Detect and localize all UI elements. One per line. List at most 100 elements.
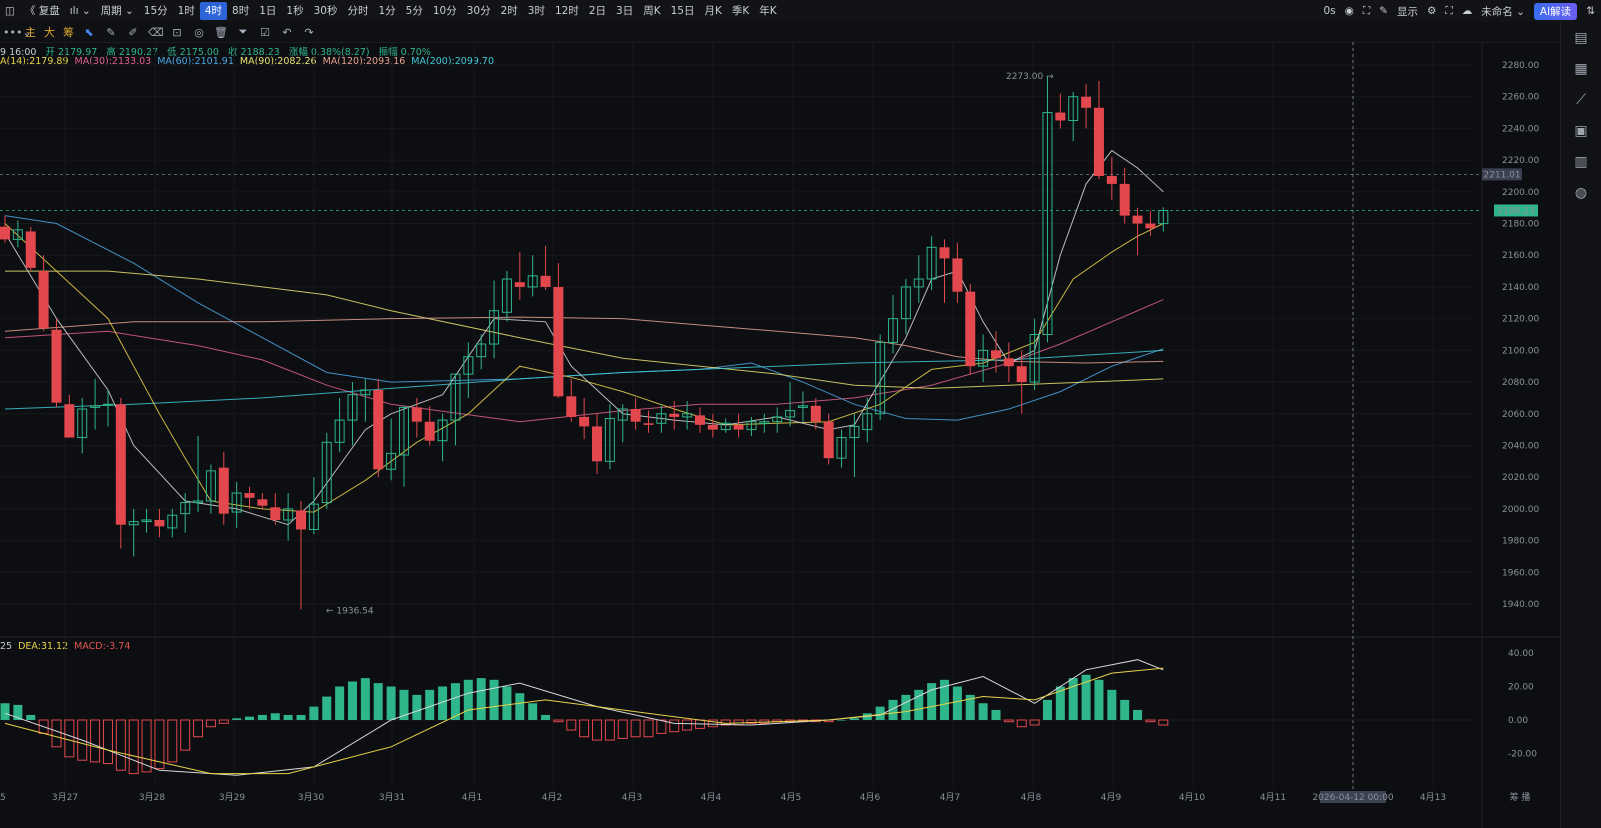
interval-10m[interactable]: 10分 [432,5,457,17]
indicator-big-button[interactable]: 大 [44,26,55,39]
document-icon[interactable]: ▤ [1574,29,1588,46]
candle-body [141,519,152,523]
expand-icon[interactable]: ⛶ [1445,4,1453,17]
more-menu-button[interactable]: •••⌄ [3,25,32,39]
indicator-chip-button[interactable]: 筹 [63,26,74,39]
macd-bar [1145,719,1156,723]
time-axis-label: 4月13 [1420,792,1446,803]
layout-name-button[interactable]: 未命名 ⌄ [1481,5,1525,18]
eraser-icon[interactable]: ⌫ [148,25,164,39]
gear-icon[interactable]: ⚙ [1426,5,1437,17]
candle-body [785,410,796,418]
candle [527,255,538,297]
interval-5m[interactable]: 5分 [405,5,423,17]
ma-line [4,223,1164,513]
candle [965,283,976,375]
cursor-icon[interactable]: ⬉ [84,25,94,39]
interval-2h[interactable]: 2时 [500,5,518,17]
interval-30s[interactable]: 30秒 [313,5,338,17]
eye-icon[interactable]: ◎ [194,25,204,39]
briefcase-icon[interactable]: ▣ [1574,122,1588,139]
book-icon[interactable]: ▥ [1574,153,1588,170]
trash-icon[interactable]: 🗑 [214,25,228,39]
interval-15d[interactable]: 15日 [670,5,695,17]
price-chart[interactable]: 1940.00 1960.00 1980.00 2000.00 2020.00 2040.… [0,42,1560,828]
interval-3h[interactable]: 3时 [527,5,545,17]
display-button[interactable]: 显示 [1396,5,1418,18]
candle [643,410,654,433]
indicator-main-button[interactable]: 主 [25,26,36,39]
period-button[interactable]: 周期 ⌄ [100,5,134,17]
pen-icon[interactable]: ✎ [106,25,116,39]
brush-icon[interactable]: ✐ [128,25,138,39]
ai-interpret-button[interactable]: AI解读 [1533,2,1578,20]
camera-icon[interactable]: ◉ [1344,5,1354,17]
candle [926,236,937,291]
interval-1h[interactable]: 1时 [177,5,195,17]
interval-4h[interactable]: 4时 [199,2,228,20]
interval-15m[interactable]: 15分 [143,5,168,17]
candle [900,279,911,335]
swap-icon[interactable]: ⇅ [1586,5,1595,17]
macd-axis-label: -20.00 [1508,750,1537,760]
interval-year[interactable]: 年K [759,5,777,17]
macd-bar [270,713,280,720]
trend-icon[interactable]: ⟋ [1576,91,1586,108]
undo-icon[interactable]: ↶ [282,25,292,39]
ma-value-label: MA(60):2101.91 [157,56,234,67]
timer-label: 0s [1323,5,1336,17]
interval-week[interactable]: 周K [643,5,661,17]
ohlc-change: 涨幅 0.38%(8.27) [288,47,370,58]
chat-icon[interactable]: ◍ [1574,184,1588,201]
fullscreen-icon[interactable]: ⛶ [1362,4,1371,17]
macd-bar [128,719,139,775]
macd-bar [180,719,191,751]
candle-body [875,341,886,415]
interval-1d[interactable]: 1日 [259,5,277,17]
interval-1m[interactable]: 1分 [378,5,396,17]
macd-bar [656,719,667,734]
interval-12h[interactable]: 12时 [554,5,579,17]
macd-bar [425,689,435,720]
crosshair-time-box [1320,791,1386,803]
candle [154,508,165,538]
candle-body [849,425,860,439]
lock-icon[interactable]: ⊡ [172,25,182,39]
redo-icon[interactable]: ↷ [304,25,314,39]
interval-month[interactable]: 月K [704,5,722,17]
interval-8h[interactable]: 8时 [232,5,250,17]
candle-body [102,403,113,406]
interval-30m[interactable]: 30分 [466,5,491,17]
top-toolbar: ◫ 《 复盘 ılı ⌄ 周期 ⌄ 15分 1时 4时 8时 1日 1秒 30秒 分时 1分 5分 10分 3… [0,0,1601,23]
layout-icon[interactable]: ◫ [5,5,15,17]
candle-body [450,373,461,421]
candle [746,416,757,436]
grid-icon[interactable]: ▦ [1574,60,1588,77]
chart-type-button[interactable]: ılı ⌄ [69,5,91,17]
interval-2d[interactable]: 2日 [588,5,607,17]
candle [1016,350,1027,414]
candle [38,255,49,332]
time-axis-label: 4月5 [781,792,801,803]
interval-3d[interactable]: 3日 [616,5,634,17]
macd-bar [322,696,332,720]
time-axis-label: 3月30 [298,792,324,803]
edit-icon[interactable]: ✎ [1379,5,1388,17]
candle-body [231,492,242,513]
interval-1s[interactable]: 1秒 [286,5,304,17]
time-axis-label: 3月28 [139,792,165,803]
interval-quarter[interactable]: 季K [731,5,750,17]
macd-value-label: DEA:31.12 [18,641,69,652]
price-axis-label: 2200.00 [1502,188,1539,198]
candle-body [373,389,384,470]
candle-body [12,229,23,240]
macd-bar [901,694,911,720]
time-axis-label: 4月6 [860,792,881,803]
filter-icon[interactable]: ⏷ [238,25,248,38]
checkbox-icon[interactable]: ☑ [260,25,270,39]
interval-timeshare[interactable]: 分时 [347,5,369,17]
candle-body [0,226,10,240]
replay-button[interactable]: 《 复盘 [24,5,60,17]
candle-body [1145,223,1156,229]
candle-body [694,415,705,425]
